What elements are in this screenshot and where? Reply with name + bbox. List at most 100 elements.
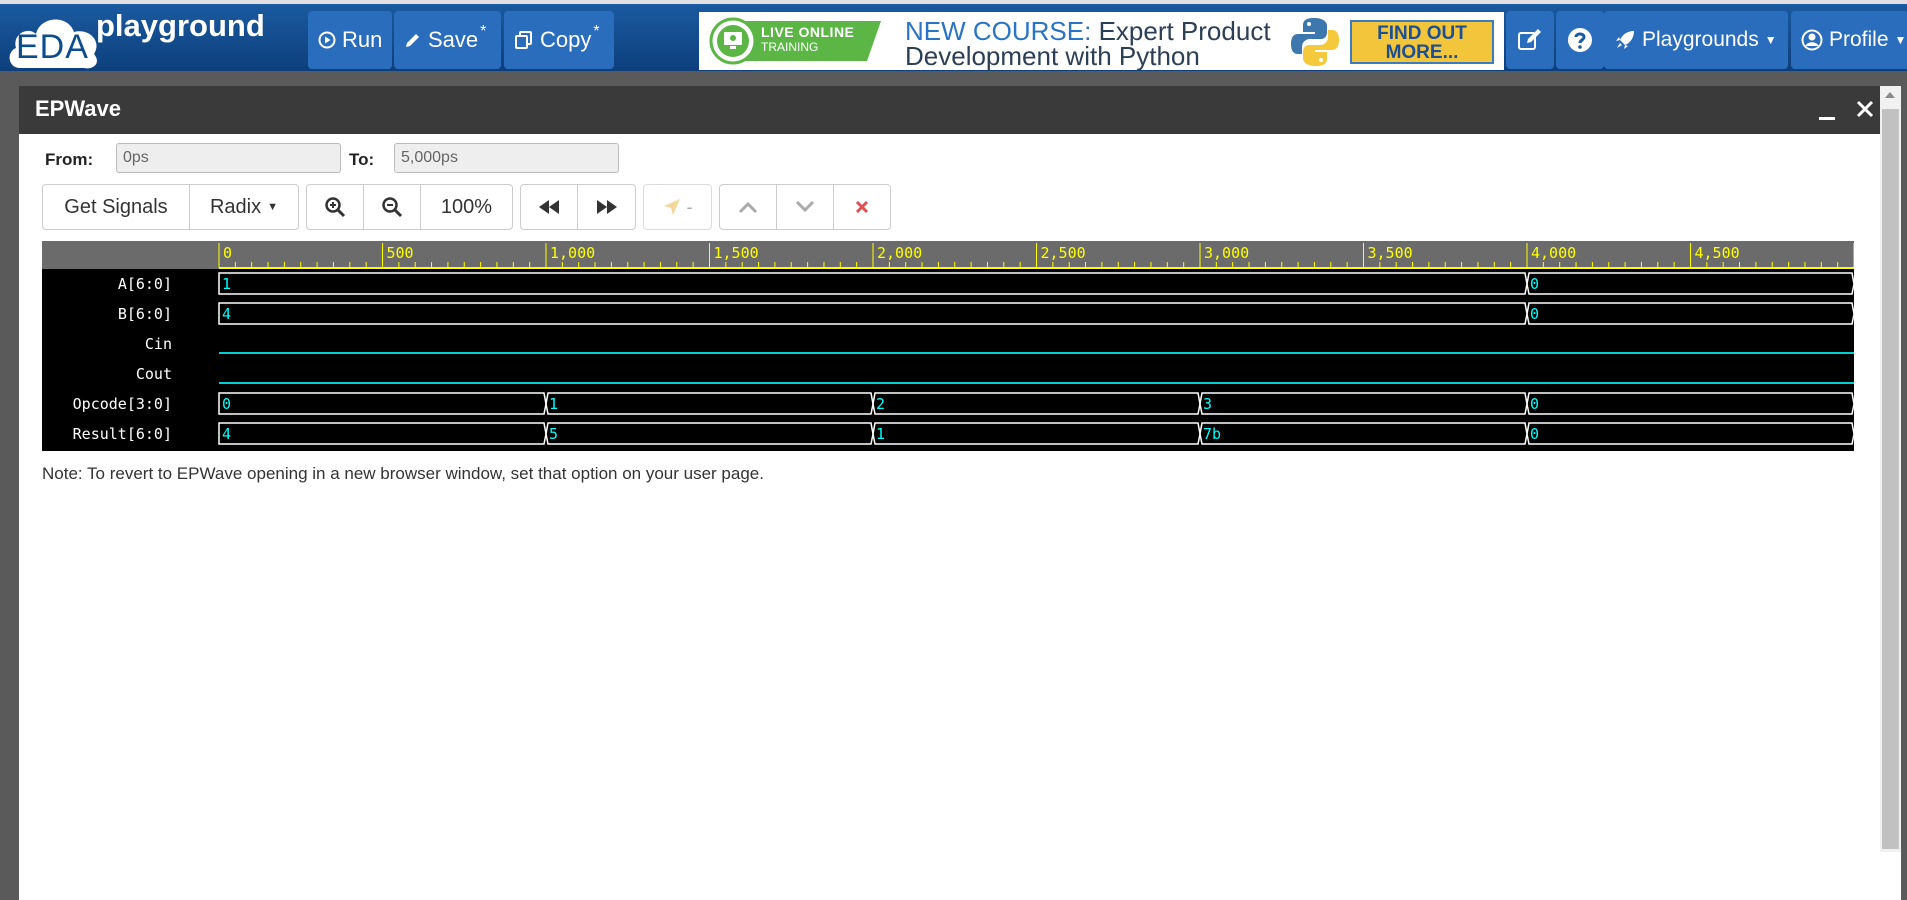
play-circle-icon bbox=[318, 31, 336, 49]
timeline-tick-label: 2,000 bbox=[877, 244, 922, 262]
timeline-tick-label: 3,500 bbox=[1368, 244, 1413, 262]
modal-scrollbar[interactable] bbox=[1880, 86, 1901, 852]
bus-value-label: 1 bbox=[222, 275, 231, 293]
bus-value-label: 0 bbox=[222, 395, 231, 413]
bus-value-label: 0 bbox=[1530, 275, 1539, 293]
jump-forward-button[interactable] bbox=[578, 185, 635, 229]
radix-dropdown[interactable]: Radix ▼ bbox=[190, 185, 298, 229]
note-text: Note: To revert to EPWave opening in a n… bbox=[42, 464, 764, 483]
chevron-down-icon bbox=[795, 200, 815, 213]
live-training-badge bbox=[709, 17, 881, 65]
epwave-modal: EPWave From: To: Get Signals Radix ▼ bbox=[19, 86, 1901, 900]
pencil-icon bbox=[406, 34, 419, 47]
timeline-tick-label: 500 bbox=[387, 244, 414, 262]
save-modified-marker: * bbox=[480, 23, 487, 40]
minimize-icon[interactable] bbox=[1817, 99, 1837, 123]
bus-value-label: 7b bbox=[1203, 425, 1221, 443]
get-signals-button[interactable]: Get Signals bbox=[43, 185, 190, 229]
cursor-button-group: - bbox=[643, 184, 712, 230]
chevron-down-icon: ▼ bbox=[1764, 33, 1777, 47]
bus-value-label: 0 bbox=[1530, 305, 1539, 323]
modal-header: EPWave bbox=[19, 86, 1901, 134]
timeline-tick-label: 1,000 bbox=[550, 244, 595, 262]
chevron-up-icon bbox=[738, 201, 758, 214]
playgrounds-label: Playgrounds bbox=[1642, 28, 1759, 51]
radix-label: Radix bbox=[209, 195, 262, 218]
jump-backward-button[interactable] bbox=[521, 185, 578, 229]
modal-title: EPWave bbox=[35, 96, 122, 121]
zoom-button-group: 100% bbox=[306, 184, 513, 230]
zoom-in-icon bbox=[325, 197, 346, 218]
timeline-bar bbox=[42, 241, 1854, 269]
user-circle-icon bbox=[1801, 29, 1823, 51]
from-label: From: bbox=[45, 150, 94, 169]
edit-icon-button[interactable] bbox=[1506, 11, 1554, 69]
profile-label: Profile bbox=[1829, 28, 1889, 51]
signal-name-label: Cout bbox=[136, 365, 172, 383]
bus-value-label: 1 bbox=[876, 425, 885, 443]
from-input[interactable] bbox=[116, 143, 341, 173]
to-input[interactable] bbox=[394, 143, 619, 173]
zoom-level-button[interactable]: 100% bbox=[440, 195, 493, 218]
chevron-down-icon: ▼ bbox=[1894, 33, 1907, 47]
help-button[interactable] bbox=[1556, 11, 1604, 69]
zoom-out-icon bbox=[382, 197, 403, 218]
question-circle-icon bbox=[1568, 28, 1592, 52]
course-title-line2: Development with Python bbox=[905, 41, 1200, 71]
bus-value-label: 0 bbox=[1530, 425, 1539, 443]
bus-value-label: 1 bbox=[549, 395, 558, 413]
signal-name-label: B[6:0] bbox=[118, 305, 172, 323]
timeline-tick-label: 3,000 bbox=[1204, 244, 1249, 262]
badge-line2: TRAINING bbox=[761, 40, 819, 54]
cta-line2: MORE... bbox=[1385, 42, 1459, 63]
navigate-button-group bbox=[520, 184, 636, 230]
timeline-tick-label: 4,000 bbox=[1531, 244, 1576, 262]
scroll-up-arrow-icon[interactable] bbox=[1885, 92, 1895, 98]
zoom-out-button[interactable] bbox=[364, 185, 421, 229]
save-button[interactable]: Save * bbox=[394, 11, 501, 69]
bus-value-label: 3 bbox=[1203, 395, 1212, 413]
signal-name-label: Result[6:0] bbox=[73, 425, 172, 443]
course-advertisement-banner[interactable]: LIVE ONLINE TRAINING NEW COURSE: Expert … bbox=[699, 12, 1504, 71]
copy-icon bbox=[515, 31, 532, 49]
bus-segment bbox=[218, 422, 547, 445]
bus-value-label: 2 bbox=[876, 395, 885, 413]
zoom-in-button[interactable] bbox=[307, 185, 364, 229]
close-icon[interactable] bbox=[1853, 95, 1877, 123]
course-title-line1: NEW COURSE: Expert Product bbox=[905, 16, 1271, 47]
remove-signal-button[interactable] bbox=[834, 185, 890, 229]
profile-dropdown[interactable]: Profile ▼ bbox=[1791, 11, 1907, 69]
remove-x-icon bbox=[855, 200, 869, 214]
bus-segment bbox=[218, 302, 1528, 325]
bus-value-label: 4 bbox=[222, 425, 231, 443]
new-course-label: NEW COURSE: bbox=[905, 16, 1092, 46]
cta-line1: FIND OUT bbox=[1377, 23, 1467, 44]
signal-name-label: Opcode[3:0] bbox=[73, 395, 172, 413]
move-up-button[interactable] bbox=[720, 185, 777, 229]
wave-area-background bbox=[42, 269, 1854, 451]
scrollbar-thumb[interactable] bbox=[1882, 109, 1899, 849]
playgrounds-dropdown[interactable]: Playgrounds ▼ bbox=[1604, 11, 1788, 69]
course-title-part1: Expert Product bbox=[1091, 16, 1271, 46]
run-button[interactable]: Run bbox=[308, 11, 392, 69]
edit-square-icon bbox=[1518, 29, 1541, 50]
copy-button[interactable]: Copy * bbox=[504, 11, 614, 69]
bus-segment bbox=[1526, 272, 1854, 295]
timeline-tick-label: 4,500 bbox=[1695, 244, 1740, 262]
cloud-logo-icon bbox=[9, 19, 97, 69]
bus-value-label: 4 bbox=[222, 305, 231, 323]
caret-down-icon: ▼ bbox=[267, 201, 279, 213]
waveform-viewer[interactable]: 0 500 1,000 1,500 2,000 2,500 3,000 3,500 4,000 4… bbox=[42, 241, 1854, 451]
top-navbar: EDA playground Run Save * Copy * bbox=[0, 0, 1907, 71]
eda-playground-logo[interactable]: EDA playground bbox=[6, 8, 276, 70]
fast-forward-icon bbox=[596, 200, 617, 214]
cursor-value: - bbox=[686, 196, 693, 217]
bus-value-label: 0 bbox=[1530, 395, 1539, 413]
signal-name-label: A[6:0] bbox=[118, 275, 172, 293]
python-logo-icon bbox=[1291, 18, 1339, 66]
move-down-button[interactable] bbox=[777, 185, 834, 229]
bus-segment bbox=[218, 272, 1528, 295]
find-out-more-button[interactable]: FIND OUT MORE... bbox=[1350, 20, 1494, 64]
cursor-button[interactable]: - bbox=[644, 185, 711, 229]
timeline-tick-label: 0 bbox=[223, 244, 232, 262]
